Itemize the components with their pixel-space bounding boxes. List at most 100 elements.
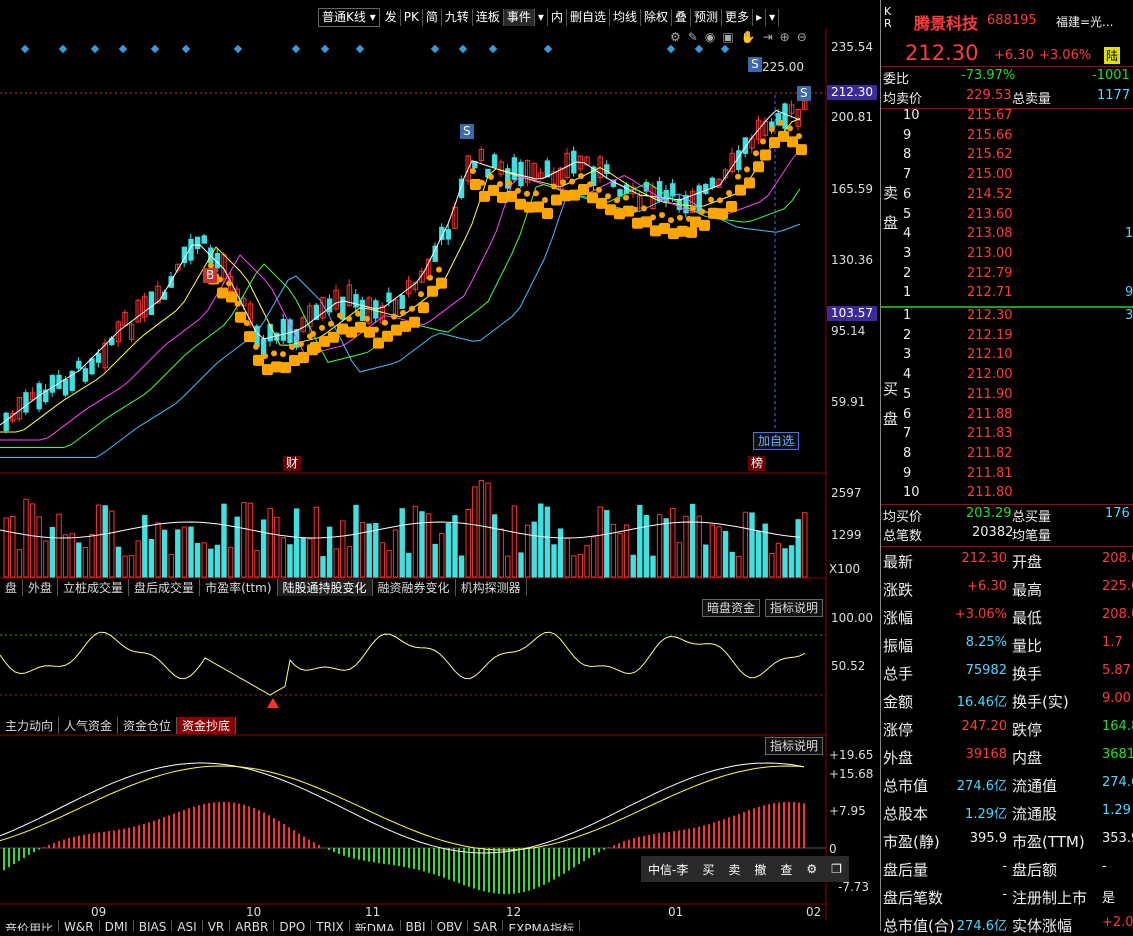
volume-bar xyxy=(788,545,795,578)
bid-row[interactable]: 6 211.88 xyxy=(881,407,1133,427)
ask-row[interactable]: 10 215.67 xyxy=(881,108,1133,128)
tab-fund-position[interactable]: 资金仓位 xyxy=(118,717,178,734)
toolbar-item-ma[interactable]: 均线 xyxy=(610,9,641,26)
events-dropdown-icon[interactable]: ▾ xyxy=(535,9,548,26)
tab-main-force[interactable]: 主力动向 xyxy=(0,717,60,734)
chart-area[interactable]: 普通K线 ▾ 发 PK 简 九转 连板 事件 ▾ 内 删自选 均线 除权 叠 预… xyxy=(0,0,880,931)
toolbar-item-forecast[interactable]: 预测 xyxy=(691,9,723,26)
gear-icon[interactable]: ⚙ xyxy=(806,862,818,876)
buy-button[interactable]: 买 xyxy=(702,862,715,877)
financial-report-badge[interactable]: 财 xyxy=(283,456,302,471)
toolbar-item-pk[interactable]: PK xyxy=(401,9,423,26)
eye-icon[interactable]: ◉ xyxy=(704,30,716,44)
bid-row[interactable]: 2 212.19 xyxy=(881,328,1133,348)
tab-institution-detector[interactable]: 机构探测器 xyxy=(456,579,527,596)
tab-lizhuang-volume[interactable]: 立桩成交量 xyxy=(58,579,130,596)
toolbar-dropdown-icon[interactable]: ▾ xyxy=(766,9,780,26)
stock-name: 腾景科技 xyxy=(914,14,979,33)
dark-pool-button[interactable]: 暗盘资金 xyxy=(702,599,761,617)
ask-row[interactable]: 6 214.52 xyxy=(881,187,1133,207)
volume-bar xyxy=(406,552,412,578)
query-button[interactable]: 查 xyxy=(780,862,793,877)
bid-row[interactable]: 5 211.90 xyxy=(881,387,1133,407)
expand-icon[interactable]: ⇥ xyxy=(762,30,773,44)
dot-marker xyxy=(364,315,370,322)
tab-bbi[interactable]: BBI xyxy=(401,920,432,931)
tab-pe-ttm[interactable]: 市盈率(ttm) xyxy=(200,579,278,596)
ask-row[interactable]: 3 213.00 xyxy=(881,246,1133,266)
indicator-help-button[interactable]: 指标说明 xyxy=(765,599,824,617)
tab-dpo[interactable]: DPO xyxy=(274,920,312,931)
indicator-line xyxy=(0,631,806,696)
stat-row: 最新 212.30 开盘 208.0 xyxy=(881,551,1133,571)
bid-row[interactable]: 9 211.81 xyxy=(881,466,1133,486)
chart-type-select[interactable]: 普通K线 ▾ xyxy=(318,8,380,27)
toolbar-item-exright[interactable]: 除权 xyxy=(641,9,673,26)
toolbar-item-lianban[interactable]: 连板 xyxy=(473,9,504,26)
toolbar-item-jian[interactable]: 简 xyxy=(423,9,442,26)
tab-arbr[interactable]: ARBR xyxy=(230,920,275,931)
bid-row[interactable]: 4 212.00 xyxy=(881,367,1133,387)
zoom-out-icon[interactable]: ⊖ xyxy=(796,30,807,44)
tab-after-hours-volume[interactable]: 盘后成交量 xyxy=(129,579,201,596)
tab-obv[interactable]: OBV xyxy=(432,920,469,931)
volume-bar xyxy=(696,515,702,578)
tab-volume-ratio[interactable]: 音价用比 xyxy=(0,920,60,931)
tab-bottom-fishing[interactable]: 资金抄底 xyxy=(177,717,237,734)
tab-bias[interactable]: BIAS xyxy=(134,920,173,931)
toolbar-item-next[interactable]: ▸ xyxy=(753,9,767,26)
tab-dmi[interactable]: DMI xyxy=(100,920,134,931)
rank-list-badge[interactable]: 榜 xyxy=(748,456,767,471)
toolbar-item-delete-watch[interactable]: 删自选 xyxy=(567,9,610,26)
tab-vr[interactable]: VR xyxy=(203,920,231,931)
tab-outer[interactable]: 外盘 xyxy=(23,579,59,596)
tab-margin[interactable]: 融资融券变化 xyxy=(373,579,456,596)
toolbar-item-jiuzhuan[interactable]: 九转 xyxy=(442,9,473,26)
toolbar-item-overlay[interactable]: 叠 xyxy=(672,9,692,26)
settings-icon[interactable]: ⚙ xyxy=(670,30,681,44)
window-icon[interactable]: ❐ xyxy=(831,862,842,876)
bid-row[interactable]: 1 212.30 3 xyxy=(881,308,1133,328)
broker-account[interactable]: 中信-李 xyxy=(648,862,689,877)
dot-marker xyxy=(744,166,750,173)
volume-bar xyxy=(538,503,544,578)
tab-new-dma[interactable]: 新DMA xyxy=(350,920,401,931)
tab-expma[interactable]: EXPMA指标 xyxy=(503,920,581,931)
ask-row[interactable]: 2 212.79 xyxy=(881,266,1133,286)
cancel-order-button[interactable]: 撤 xyxy=(754,862,767,877)
tab-pan[interactable]: 盘 xyxy=(0,579,24,596)
draw-icon[interactable]: ✎ xyxy=(687,30,698,44)
zoom-in-icon[interactable]: ⊕ xyxy=(779,30,790,44)
bid-row[interactable]: 8 211.82 xyxy=(881,446,1133,466)
tab-popularity[interactable]: 人气资金 xyxy=(59,717,119,734)
stat-value: 5.87 xyxy=(1102,663,1131,678)
sell-button[interactable]: 卖 xyxy=(728,862,741,877)
tab-wr[interactable]: W&R xyxy=(59,920,100,931)
dot-marker xyxy=(409,305,415,312)
toolbar-item-more[interactable]: 更多 xyxy=(722,9,754,26)
bid-row[interactable]: 7 211.83 xyxy=(881,426,1133,446)
sector-label[interactable]: 福建=光... xyxy=(1056,15,1114,29)
ask-row[interactable]: 4 213.08 1 xyxy=(881,226,1133,246)
tab-trix[interactable]: TRIX xyxy=(311,920,350,931)
tab-sar[interactable]: SAR xyxy=(468,920,504,931)
toolbar-item-fa[interactable]: 发 xyxy=(382,9,401,26)
ask-row[interactable]: 1 212.71 9 xyxy=(881,285,1133,305)
tab-asi[interactable]: ASI xyxy=(172,920,203,931)
dot-marker xyxy=(289,343,295,350)
bid-row[interactable]: 10 211.80 xyxy=(881,485,1133,505)
add-watchlist-button[interactable]: 加自选 xyxy=(753,432,800,450)
ask-row[interactable]: 5 213.60 xyxy=(881,207,1133,227)
toolbar-item-events[interactable]: 事件 xyxy=(503,9,535,26)
lock-icon[interactable]: ▣ xyxy=(722,30,734,44)
tab-hk-connect[interactable]: 陆股通持股变化 xyxy=(277,579,373,596)
hand-icon[interactable]: ✋ xyxy=(740,30,756,44)
ask-row[interactable]: 8 215.62 xyxy=(881,147,1133,167)
bid-row[interactable]: 3 212.10 xyxy=(881,347,1133,367)
ask-row[interactable]: 9 215.66 xyxy=(881,128,1133,148)
ask-row[interactable]: 7 215.00 xyxy=(881,167,1133,187)
toolbar-item-nei[interactable]: 内 xyxy=(548,9,567,26)
kline-svg[interactable] xyxy=(0,0,880,931)
kr-badge[interactable]: K R xyxy=(884,5,892,30)
macd-help-button[interactable]: 指标说明 xyxy=(765,737,824,755)
